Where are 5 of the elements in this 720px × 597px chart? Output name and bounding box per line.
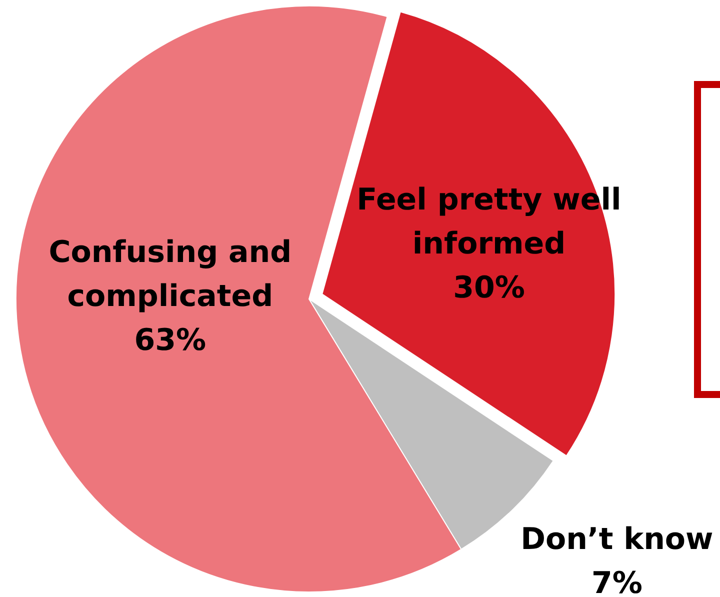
slice-label: Don’t know: [520, 522, 714, 557]
data-label: 63%: [134, 323, 206, 358]
slice-label: Confusing and complicated: [48, 235, 292, 314]
data-label: 7%: [591, 566, 642, 597]
data-label: 30%: [453, 270, 525, 306]
